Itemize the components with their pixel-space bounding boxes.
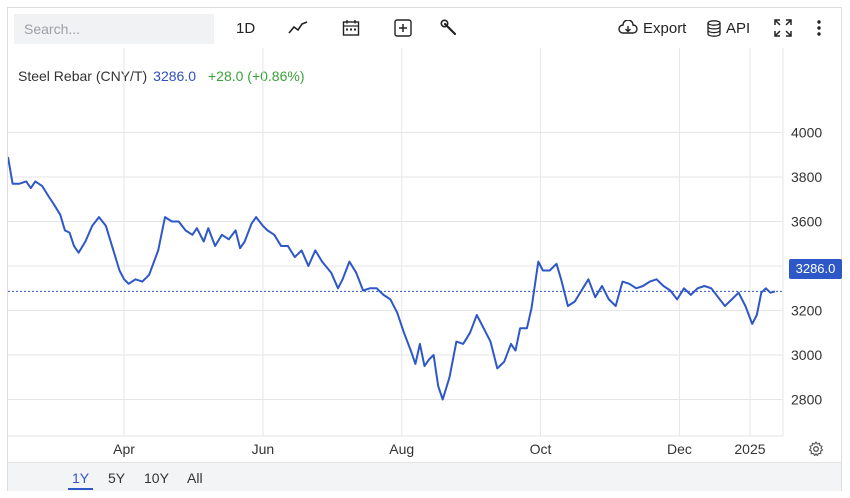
range-10y[interactable]: 10Y (144, 470, 169, 486)
settings-tool-button[interactable] (440, 16, 458, 40)
range-5y[interactable]: 5Y (108, 470, 126, 486)
gear-icon (808, 441, 824, 461)
y-tick-label: 2800 (791, 392, 822, 408)
more-vertical-icon (816, 19, 822, 37)
fullscreen-button[interactable] (774, 16, 792, 40)
price-series-line[interactable] (8, 156, 776, 401)
chart-header: Steel Rebar (CNY/T) 3286.0 +28.0 (+0.86%… (18, 68, 305, 84)
api-label: API (726, 19, 751, 37)
database-icon (707, 19, 721, 37)
chart-settings-button[interactable] (808, 441, 824, 462)
line-chart-icon (288, 20, 308, 36)
interval-label: 1D (236, 19, 256, 37)
interval-button[interactable]: 1D (236, 16, 255, 40)
add-indicator-icon (394, 19, 412, 37)
y-tick-label: 3000 (791, 347, 822, 363)
x-tick-label: Oct (530, 441, 552, 457)
toolbar: 1D Export API (8, 8, 841, 44)
x-tick-label: 2025 (734, 441, 765, 457)
search-input[interactable] (14, 14, 214, 44)
export-button[interactable]: Export (618, 16, 686, 40)
x-tick-label: Jun (252, 441, 275, 457)
api-button[interactable]: API (707, 16, 750, 40)
wrench-icon (440, 19, 458, 37)
range-1y[interactable]: 1Y (68, 468, 94, 490)
y-tick-label: 3800 (791, 169, 822, 185)
range-selector: 1Y 5Y 10Y All (8, 462, 841, 491)
more-button[interactable] (816, 16, 822, 40)
x-tick-label: Apr (113, 441, 135, 457)
instrument-name: Steel Rebar (CNY/T) (18, 68, 148, 84)
chart-frame (7, 7, 842, 491)
calendar-icon (342, 19, 360, 37)
date-range-button[interactable] (342, 16, 360, 40)
y-tick-label: 4000 (791, 125, 822, 141)
chart-type-button[interactable] (288, 16, 308, 40)
y-tick-label: 3200 (791, 303, 822, 319)
range-all[interactable]: All (187, 470, 203, 486)
cloud-download-icon (618, 20, 638, 36)
fullscreen-icon (774, 19, 792, 37)
x-tick-label: Aug (389, 441, 414, 457)
current-price: 3286.0 (153, 68, 196, 84)
line-chart[interactable]: 2800300032003400360038004000 AprJunAugOc… (8, 48, 841, 460)
export-label: Export (643, 19, 687, 37)
last-price-tag: 3286.0 (789, 259, 842, 279)
price-change: +28.0 (+0.86%) (207, 68, 305, 84)
x-tick-label: Dec (667, 441, 692, 457)
y-tick-label: 3600 (791, 214, 822, 230)
add-indicator-button[interactable] (394, 16, 412, 40)
